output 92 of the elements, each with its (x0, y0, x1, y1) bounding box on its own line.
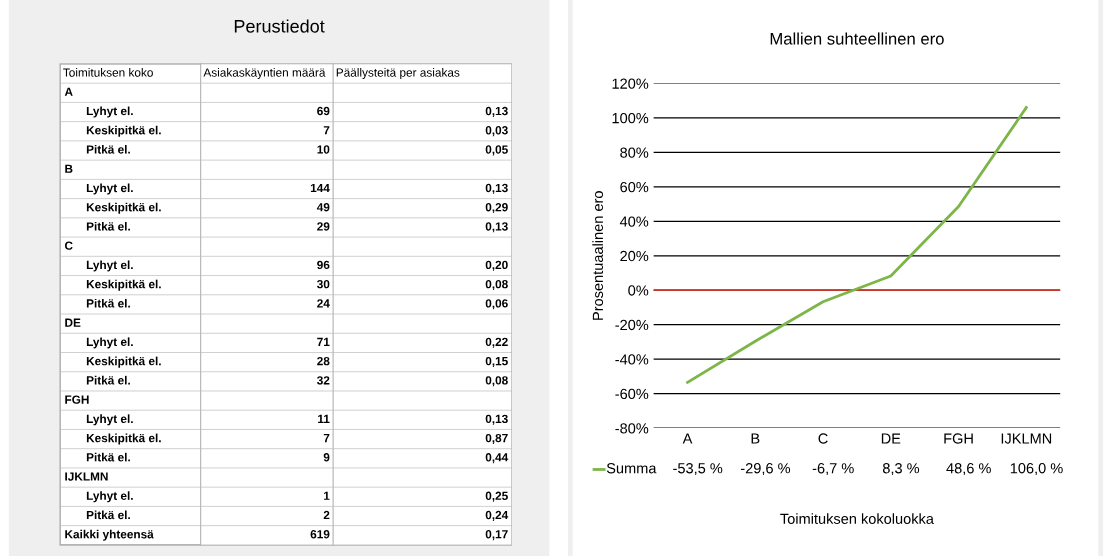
y-tick-label: -80% (615, 423, 649, 434)
text: Perustiedot (234, 19, 325, 33)
data-label: 0,24 (485, 510, 509, 521)
category-label: Keskipitkä el. (86, 125, 161, 137)
x-axis-title: Toimituksen kokoluokka (780, 513, 934, 524)
category-label: Lyhyt el. (86, 183, 133, 195)
data-label: 49 (316, 203, 330, 212)
data-label: 0,13 (485, 183, 508, 194)
category-label: A (64, 87, 73, 96)
x-tick-label: DE (881, 433, 901, 444)
data-label: 619 (310, 530, 330, 539)
data-label: 29 (317, 222, 330, 231)
category-label: Keskipitkä el. (86, 279, 161, 291)
y-tick-label: 100% (612, 112, 649, 124)
y-axis-title: Prosentuaalinen ero (592, 191, 604, 320)
category-label: DE (65, 318, 81, 327)
category-label: Lyhyt el. (86, 491, 133, 503)
category-label: FGH (65, 395, 89, 404)
data-label: 69 (317, 106, 330, 116)
data-label: 1 (324, 491, 330, 500)
data-label: 0,20 (485, 260, 508, 271)
data-label: 48,6 % (946, 463, 991, 476)
series-label: Asiakaskäyntien määrä (203, 68, 326, 80)
category-label: C (64, 241, 73, 250)
line-series (686, 106, 1028, 384)
data-label: 10 (317, 145, 330, 154)
data-label: 7 (323, 126, 330, 135)
x-tick-label: IJKLMN (1001, 433, 1052, 444)
data-label: 0,03 (485, 126, 508, 137)
category-label: Pitkä el. (86, 452, 130, 462)
y-tick-label: 40% (619, 216, 649, 227)
data-label: -53,5 % (673, 463, 723, 476)
category-label: Pitkä el. (86, 221, 130, 231)
data-label: 2 (323, 510, 330, 520)
data-label: 71 (317, 337, 330, 346)
data-label: 28 (317, 356, 330, 366)
data-label: 0,13 (485, 414, 508, 425)
category-label: Lyhyt el. (86, 414, 133, 426)
y-tick-label: 120% (612, 78, 649, 89)
category-label: Pitkä el. (86, 298, 130, 308)
category-label: IJKLMN (65, 472, 108, 481)
series-label: Päällysteitä per asiakas (336, 68, 460, 80)
data-label: 106,0 % (1010, 463, 1063, 476)
data-label: 32 (317, 376, 330, 385)
category-label: B (65, 164, 73, 173)
category-label: Keskipitkä el. (86, 356, 161, 368)
data-label: 0,08 (485, 376, 508, 387)
data-label: 11 (318, 414, 330, 423)
text: Toimituksen koko (63, 68, 153, 77)
data-label: 0,05 (485, 145, 508, 156)
x-tick-label: A (682, 433, 693, 444)
data-label: 0,22 (485, 337, 508, 348)
data-label: 0,29 (485, 203, 508, 214)
y-tick-label: -20% (615, 319, 649, 331)
data-label: 0,87 (485, 433, 508, 444)
data-label: 9 (323, 453, 330, 462)
data-label: 0,13 (485, 106, 508, 117)
y-tick-label: 20% (620, 250, 649, 262)
category-label: Kaikki yhteensä (65, 529, 154, 541)
category-label: Keskipitkä el. (86, 202, 161, 214)
data-label: 0,13 (485, 222, 508, 233)
category-label: Lyhyt el. (86, 260, 133, 272)
data-label: 0,25 (485, 491, 508, 502)
category-label: Pitkä el. (86, 375, 130, 385)
data-label: 96 (317, 260, 330, 270)
y-tick-label: 60% (620, 181, 649, 193)
y-tick-label: -40% (615, 354, 649, 365)
data-label: -29,6 % (740, 463, 791, 476)
data-label: -6,7 % (812, 463, 854, 476)
x-tick-label: C (818, 433, 828, 444)
chart-title: Mallien suhteellinen ero (770, 32, 944, 45)
y-tick-label: 80% (620, 147, 649, 158)
x-tick-label: B (751, 433, 760, 444)
x-tick-label: FGH (944, 433, 973, 444)
data-label: 0,06 (485, 299, 508, 310)
y-tick-label: -60% (615, 388, 649, 400)
category-label: Pitkä el. (86, 145, 130, 154)
data-label: 8,3 % (882, 463, 920, 476)
y-tick-label: 0% (628, 285, 649, 296)
data-label: 0,44 (485, 453, 509, 464)
category-label: Lyhyt el. (86, 337, 133, 349)
data-label: 0,15 (485, 356, 508, 367)
data-label: 7 (323, 434, 330, 443)
legend-label: Summa (606, 463, 657, 474)
data-label: 0,17 (485, 530, 508, 541)
data-label: 24 (317, 299, 330, 308)
data-label: 30 (317, 279, 330, 289)
category-label: Lyhyt el. (86, 106, 133, 118)
data-label: 0,08 (485, 279, 508, 291)
data-label: 144 (310, 183, 330, 193)
category-label: Pitkä el. (86, 510, 130, 520)
category-label: Keskipitkä el. (86, 433, 161, 445)
